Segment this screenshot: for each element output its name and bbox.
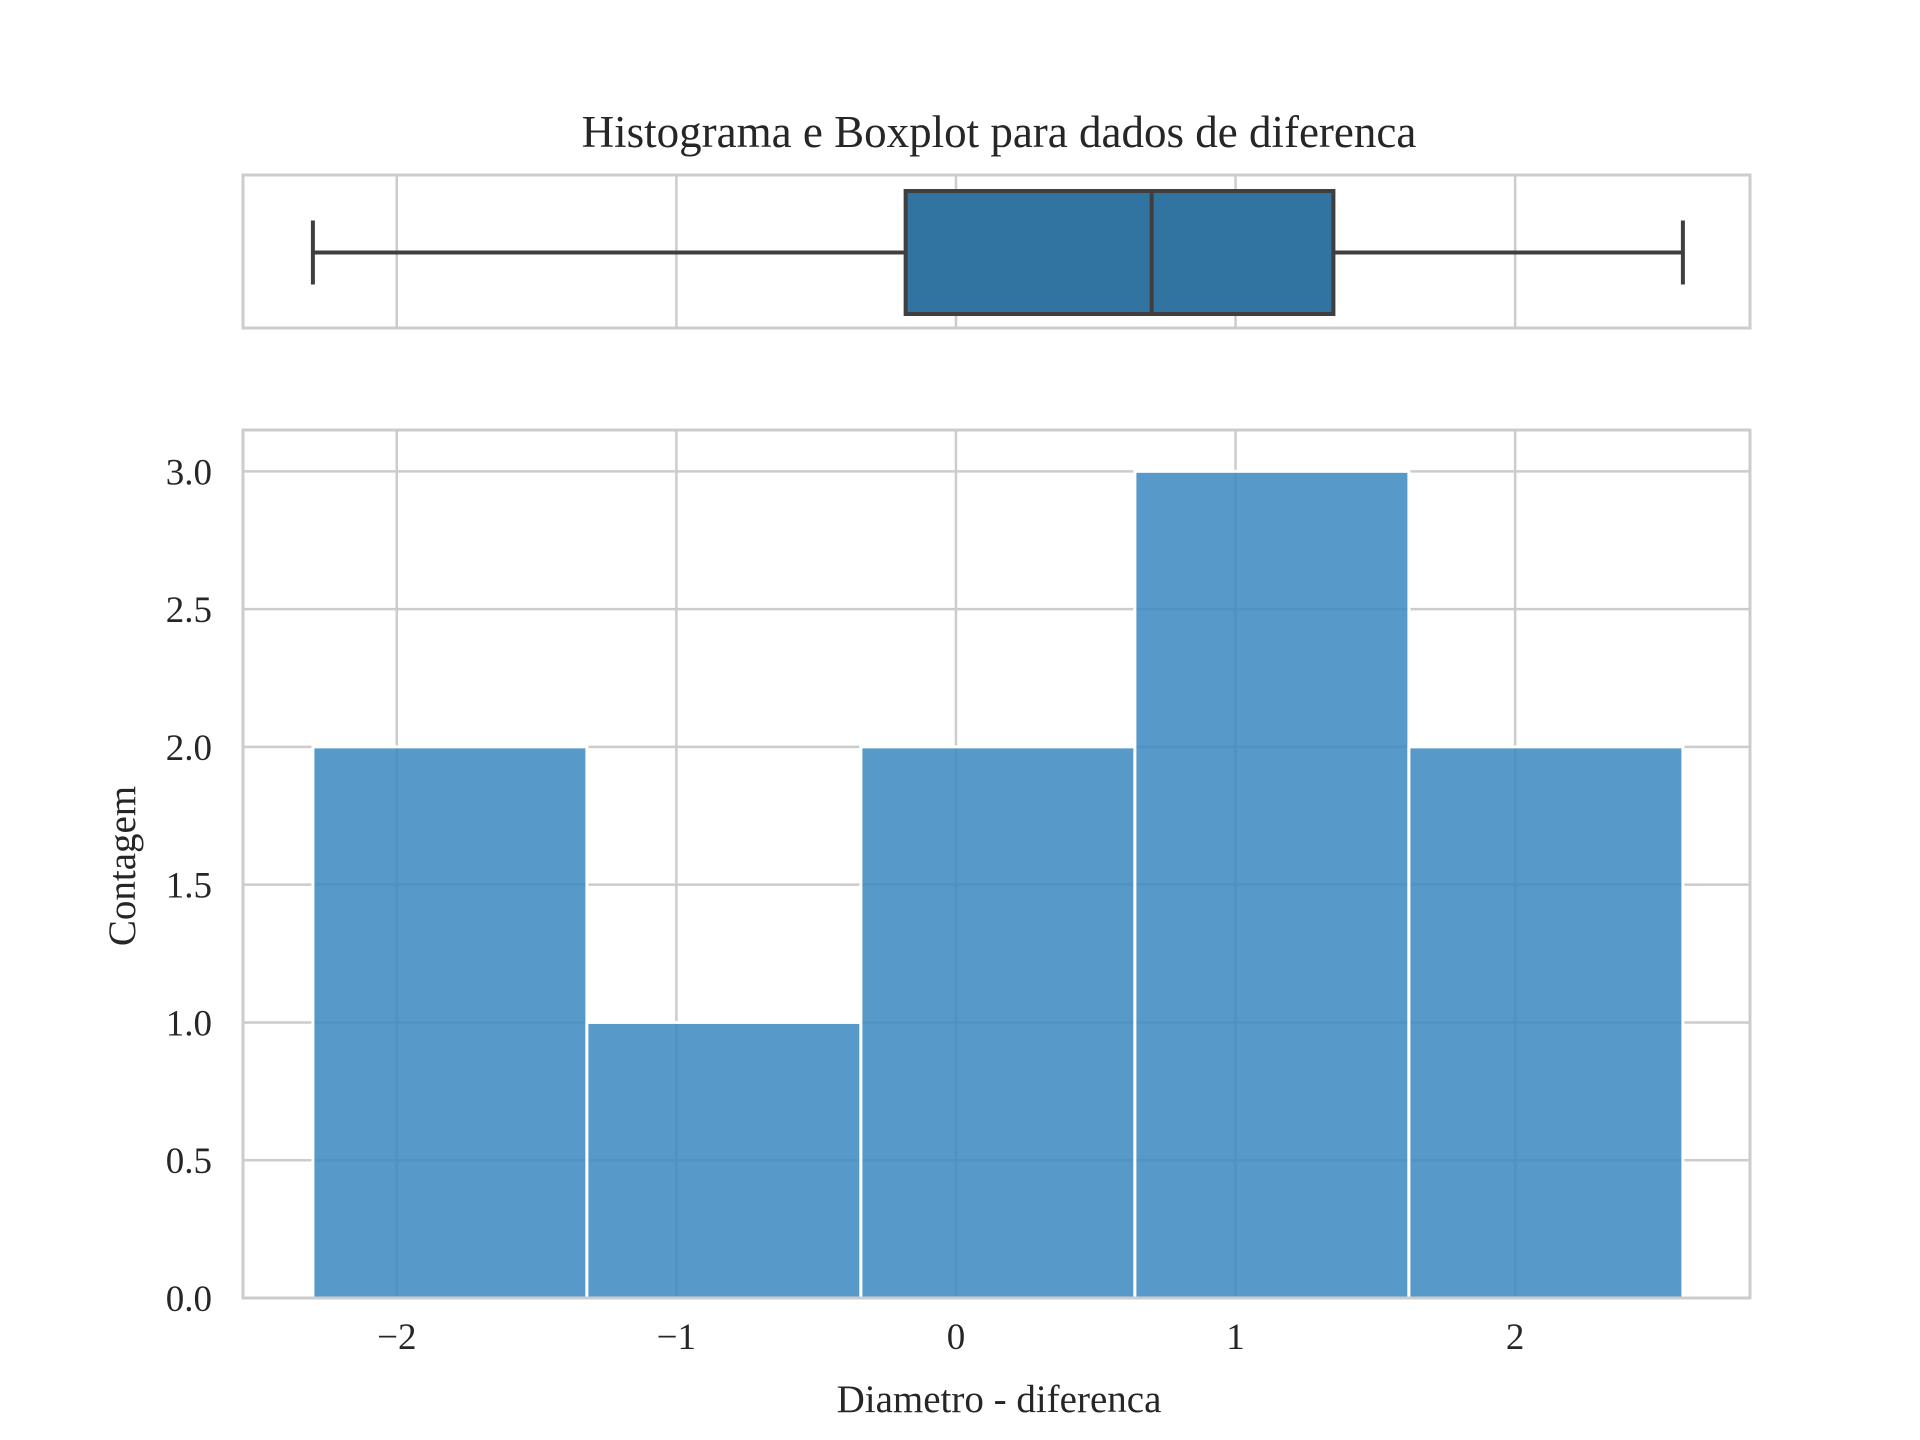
x-tick-label: 2: [1506, 1317, 1525, 1358]
y-tick-label: 0.0: [166, 1279, 212, 1320]
x-axis-label: Diametro - diferenca: [837, 1378, 1162, 1421]
histogram-bar: [311, 745, 589, 1300]
chart-title: Histograma e Boxplot para dados de difer…: [582, 107, 1417, 157]
y-tick-label: 1.5: [166, 866, 212, 907]
y-tick-label: 1.0: [166, 1003, 212, 1044]
x-tick-label: 1: [1226, 1317, 1245, 1358]
y-axis-label: Contagem: [101, 786, 144, 946]
histogram-frame: [241, 428, 1752, 1300]
boxplot-panel: [241, 173, 1752, 330]
y-tick-labels: 0.0 0.5 1.0 1.5 2.0 2.5 3.0: [166, 452, 212, 1320]
histogram-bars: [311, 469, 1685, 1300]
histogram-bar: [1407, 745, 1685, 1300]
boxplot-marks: [310, 189, 1685, 316]
x-tick-label: −2: [377, 1317, 416, 1358]
histogram-bar: [1133, 469, 1411, 1300]
x-tick-label: −1: [657, 1317, 696, 1358]
y-tick-label: 2.0: [166, 728, 212, 769]
y-tick-label: 0.5: [166, 1141, 212, 1182]
boxplot-frame: [241, 173, 1752, 330]
histogram-bar: [859, 745, 1137, 1300]
x-tick-label: 0: [947, 1317, 966, 1358]
x-tick-labels: −2 −1 0 1 2: [377, 1317, 1524, 1358]
y-tick-label: 3.0: [166, 452, 212, 493]
y-tick-label: 2.5: [166, 590, 212, 631]
histogram-panel: −2 −1 0 1 2 0.0 0.5 1.0 1.5 2.0 2.5 3.0: [166, 428, 1752, 1358]
iqr-box: [903, 189, 1336, 316]
histogram-bar: [585, 1020, 863, 1300]
